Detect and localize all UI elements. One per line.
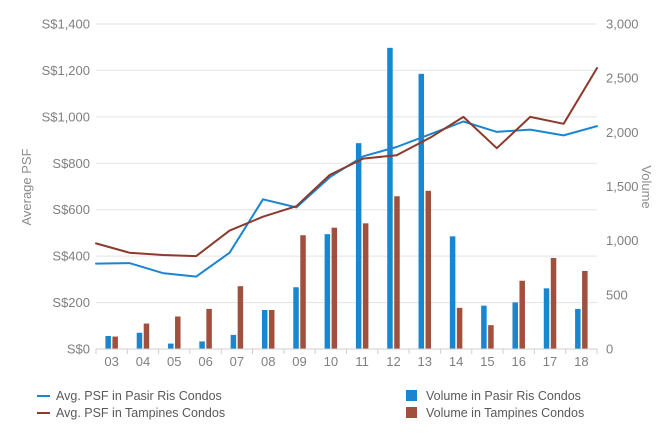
x-tick-label: 18: [574, 354, 588, 369]
volume-bar: [261, 310, 268, 349]
volume-bar: [293, 287, 299, 349]
legend-square-swatch-brown: [406, 407, 417, 418]
left-tick-label: S$600: [52, 202, 90, 217]
volume-bar: [300, 235, 306, 349]
volume-bar: [175, 316, 181, 349]
volume-bar: [206, 308, 212, 349]
legend-item-pasir-ris-volume[interactable]: Volume in Pasir Ris Condos: [406, 389, 581, 403]
x-tick-label: 04: [136, 354, 150, 369]
left-tick-label: S$400: [52, 249, 90, 264]
x-tick-label: 16: [511, 354, 525, 369]
volume-bar: [324, 234, 331, 349]
volume-bar: [143, 323, 150, 349]
x-tick-label: 13: [418, 354, 432, 369]
volume-bar: [519, 280, 525, 349]
axes: S$0 S$200 S$400 S$600 S$800 S$1,000 S$1,200 S$1…: [42, 17, 639, 370]
volume-bar: [575, 308, 581, 349]
volume-bar: [268, 310, 275, 349]
psf-lines: [95, 67, 598, 278]
psf-line: [95, 120, 598, 278]
x-tick-label: 17: [543, 354, 557, 369]
volume-bar: [550, 258, 557, 349]
left-tick-label: S$1,000: [42, 109, 90, 124]
volume-bar: [481, 305, 487, 349]
volume-bar: [543, 288, 550, 349]
volume-bar: [105, 336, 111, 349]
volume-bar: [512, 302, 518, 349]
volume-bar: [488, 325, 494, 349]
x-tick-label: 09: [292, 354, 306, 369]
volume-bars: [105, 47, 588, 349]
x-tick-label: 10: [324, 354, 338, 369]
right-tick-label: 1,000: [606, 233, 639, 248]
left-tick-label: S$800: [52, 156, 90, 171]
volume-bar: [456, 307, 463, 349]
legend-label-tampines-volume: Volume in Tampines Condos: [426, 406, 584, 420]
volume-bar: [394, 196, 400, 349]
legend-item-tampines-psf[interactable]: Avg. PSF in Tampines Condos: [37, 406, 225, 420]
x-tick-label: 07: [230, 354, 244, 369]
volume-bar: [362, 223, 369, 349]
psf-line: [95, 67, 598, 258]
volume-bar: [168, 343, 174, 349]
x-tick-label: 14: [449, 354, 463, 369]
x-tick-label: 08: [261, 354, 275, 369]
x-tick-label: 05: [167, 354, 181, 369]
x-tick-label: 15: [480, 354, 494, 369]
volume-bar: [136, 332, 143, 349]
legend-label-tampines-psf: Avg. PSF in Tampines Condos: [56, 406, 225, 420]
volume-bar: [237, 286, 244, 349]
legend-label-pasir-ris-volume: Volume in Pasir Ris Condos: [426, 389, 581, 403]
x-tick-label: 11: [355, 354, 369, 369]
volume-bar: [112, 336, 118, 349]
right-axis-title: Volume: [639, 165, 654, 208]
right-tick-label: 2,500: [606, 71, 639, 86]
right-tick-label: 2,000: [606, 125, 639, 140]
right-tick-label: 0: [606, 342, 613, 357]
legend-square-swatch-blue: [406, 390, 417, 401]
left-tick-label: S$200: [52, 295, 90, 310]
volume-bar: [449, 236, 456, 349]
x-tick-label: 12: [386, 354, 400, 369]
volume-bar: [425, 190, 432, 349]
x-tick-label: 03: [104, 354, 118, 369]
volume-bar: [387, 47, 393, 349]
legend-item-pasir-ris-psf[interactable]: Avg. PSF in Pasir Ris Condos: [37, 389, 222, 403]
volume-bar: [199, 341, 205, 349]
right-tick-label: 1,500: [606, 179, 639, 194]
volume-bar: [582, 271, 588, 349]
left-axis-title: Average PSF: [19, 148, 34, 225]
legend-item-tampines-volume[interactable]: Volume in Tampines Condos: [406, 406, 584, 420]
left-tick-label: S$0: [67, 342, 90, 357]
legend-label-pasir-ris-psf: Avg. PSF in Pasir Ris Condos: [56, 389, 222, 403]
right-tick-label: 3,000: [606, 17, 639, 32]
right-tick-label: 500: [606, 287, 628, 302]
volume-bar: [418, 73, 425, 349]
volume-bar: [331, 227, 338, 349]
left-tick-label: S$1,200: [42, 63, 90, 78]
legend: Avg. PSF in Pasir Ris Condos Avg. PSF in…: [37, 389, 584, 420]
x-tick-label: 06: [198, 354, 212, 369]
volume-bar: [230, 334, 237, 349]
left-tick-label: S$1,400: [42, 17, 90, 32]
volume-bar: [355, 143, 362, 349]
